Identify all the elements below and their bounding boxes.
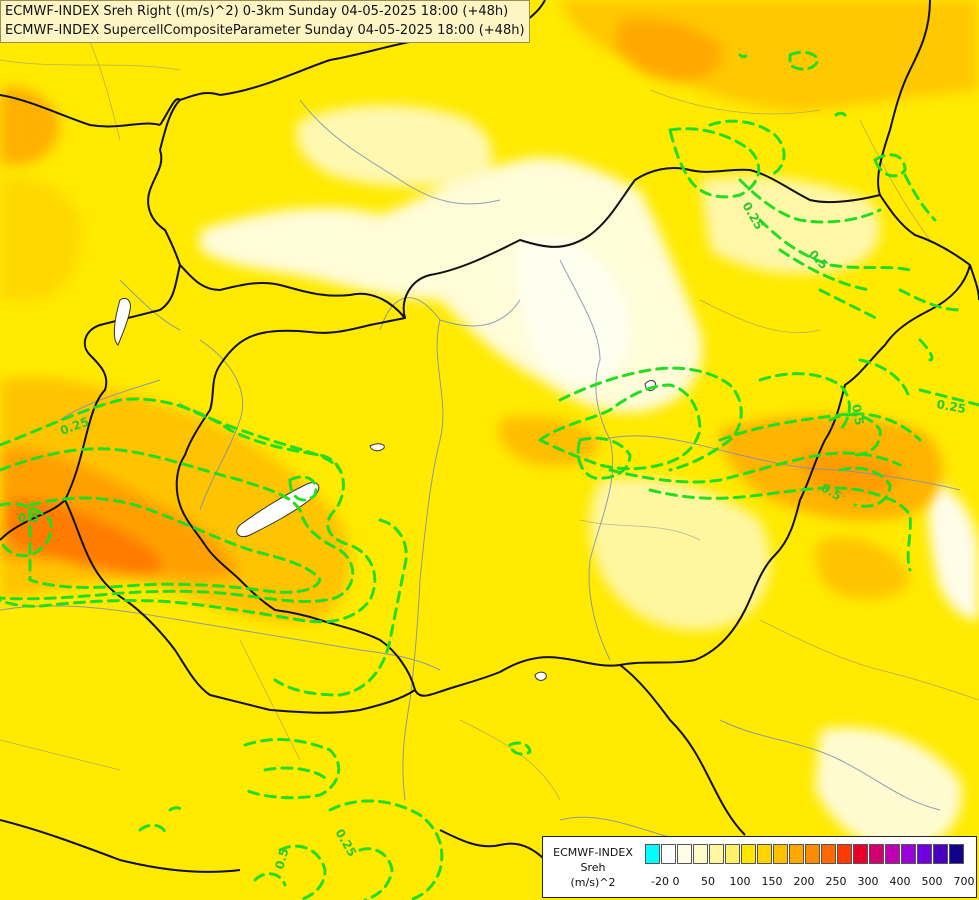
legend-tick-label: 150	[761, 875, 783, 888]
legend-ticks: -20 0 50 100 150 200 250 300 400 500 700	[645, 875, 975, 889]
legend-swatch	[725, 844, 740, 864]
contour-label: 0.5	[18, 511, 39, 525]
legend-swatch	[885, 844, 900, 864]
legend-swatch	[693, 844, 708, 864]
contour-label: 0.5	[272, 847, 291, 871]
legend-swatch	[709, 844, 724, 864]
legend-swatch	[677, 844, 692, 864]
regional-borders	[0, 19, 979, 801]
contour-label: 0.25	[935, 397, 967, 416]
legend-tick-label: 0	[672, 875, 680, 888]
contour-label: 0.5	[849, 403, 866, 426]
legend-swatch	[773, 844, 788, 864]
map-title: ECMWF-INDEX Sreh Right ((m/s)^2) 0-3km S…	[0, 0, 530, 43]
legend-swatch	[901, 844, 916, 864]
legend-swatch	[741, 844, 756, 864]
legend-title: ECMWF-INDEX Sreh (m/s)^2	[547, 845, 639, 890]
legend-swatch	[837, 844, 852, 864]
legend-swatch	[869, 844, 884, 864]
legend-swatch	[853, 844, 868, 864]
legend-title-line: (m/s)^2	[570, 876, 616, 889]
legend-swatch	[917, 844, 932, 864]
legend-tick-label: 500	[921, 875, 943, 888]
title-line-1: ECMWF-INDEX Sreh Right ((m/s)^2) 0-3km S…	[5, 4, 509, 19]
legend-swatch	[805, 844, 820, 864]
lake-neusiedl	[113, 297, 131, 346]
legend-swatch	[789, 844, 804, 864]
legend-tick-label: 300	[857, 875, 879, 888]
legend-tick-label: 200	[793, 875, 815, 888]
national-borders	[0, 0, 979, 873]
legend-swatch	[821, 844, 836, 864]
sreh-field-orange	[0, 0, 979, 623]
scp-contours	[0, 50, 979, 900]
legend-tick-label: 400	[889, 875, 911, 888]
legend-swatch	[933, 844, 948, 864]
legend-swatch	[661, 844, 676, 864]
legend-tick-label: 50	[701, 875, 715, 888]
legend-swatch	[757, 844, 772, 864]
legend-swatch	[645, 844, 660, 864]
legend-swatch	[949, 844, 964, 864]
legend-swatches	[645, 844, 965, 866]
legend-tick-label: -20	[651, 875, 669, 888]
legend-tick-label: 100	[729, 875, 751, 888]
sreh-field-light	[200, 105, 979, 850]
color-legend: ECMWF-INDEX Sreh (m/s)^2 -20 0 50 100 150 200…	[542, 836, 977, 898]
legend-title-line: Sreh	[580, 861, 606, 874]
title-line-2: ECMWF-INDEX SupercellCompositeParameter …	[5, 23, 525, 38]
legend-tick-label: 700	[953, 875, 975, 888]
legend-tick-label: 250	[825, 875, 847, 888]
legend-title-line: ECMWF-INDEX	[553, 846, 633, 859]
